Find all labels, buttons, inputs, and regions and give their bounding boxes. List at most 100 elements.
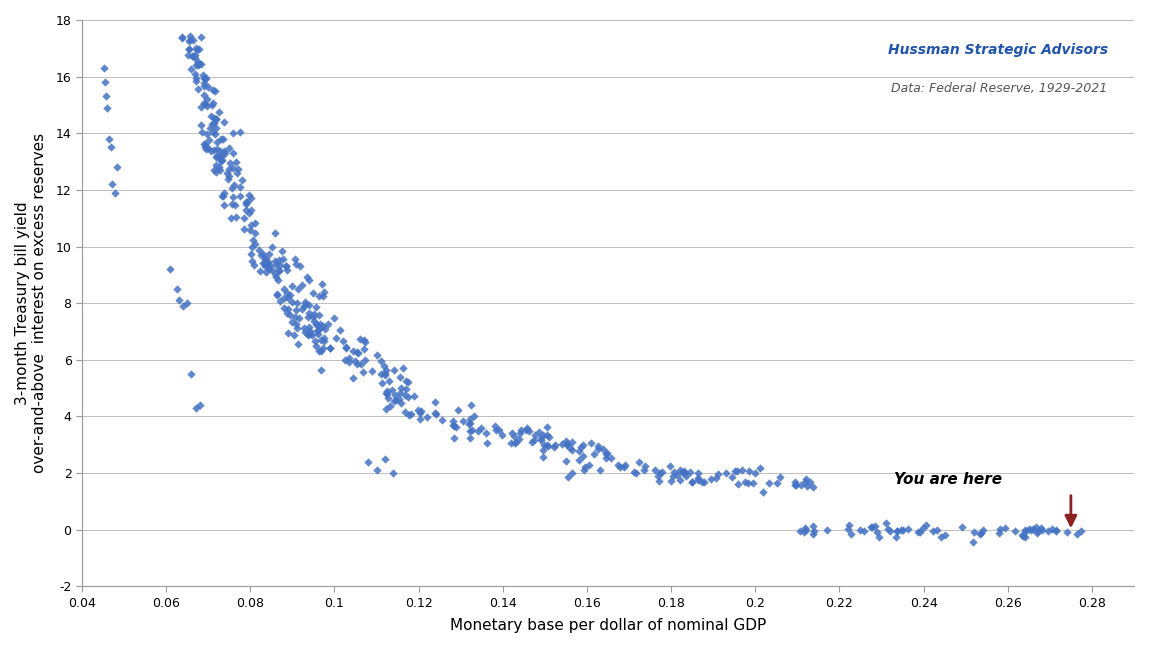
Point [530,427,548,437]
Point [400,410,418,421]
Point [574,465,593,476]
Point [191,400,209,410]
Point [215,200,233,211]
Point [277,260,295,271]
Point [253,249,271,260]
Point [1016,525,1034,535]
Point [224,128,242,138]
Point [445,433,463,443]
Point [241,220,260,231]
Point [376,369,394,380]
Point [209,161,228,172]
Point [327,333,346,343]
Point [368,350,386,360]
Point [271,260,290,270]
Point [355,335,373,345]
Point [376,367,394,378]
Point [532,435,550,445]
Point [378,386,396,397]
Point [392,371,410,382]
Point [862,522,880,532]
Point [581,438,600,448]
Point [464,411,483,421]
Point [572,441,591,452]
Point [392,398,410,408]
Point [199,101,217,111]
Point [314,321,332,331]
Point [315,336,333,347]
Point [307,341,325,351]
Point [287,298,306,308]
Point [795,527,813,537]
Point [445,420,463,430]
Point [277,265,295,275]
Point [352,358,370,369]
Point [646,465,664,476]
Point [213,191,231,201]
Point [602,453,620,463]
Point [1013,531,1032,541]
Point [279,304,298,314]
Point [315,333,333,343]
Point [396,407,415,417]
Point [337,341,355,352]
Point [1017,526,1035,536]
Point [393,363,411,373]
Point [580,459,599,470]
Point [469,426,487,436]
Point [269,265,287,275]
Point [870,532,888,542]
Point [892,525,910,535]
Point [546,440,564,450]
Point [797,481,816,492]
Point [240,191,259,201]
Point [461,418,479,428]
Point [161,264,179,274]
Point [196,144,215,154]
Point [199,82,217,92]
Point [671,474,689,485]
Point [517,425,535,435]
Point [195,74,214,84]
Point [701,474,719,484]
Point [299,312,317,322]
Point [234,224,253,234]
Point [101,142,119,152]
Point [507,437,525,448]
Point [728,466,747,476]
Point [372,369,391,380]
Point [888,526,907,536]
Point [300,300,318,310]
Point [241,226,260,236]
Point [325,313,344,323]
Point [192,59,210,69]
Point [293,304,311,314]
Point [1024,524,1042,535]
Point [210,165,229,176]
Point [221,157,239,168]
Point [385,395,403,406]
Point [596,448,615,459]
Point [195,142,214,152]
Point [299,329,317,340]
Point [723,472,741,482]
Point [355,337,373,347]
Point [380,376,399,386]
Point [200,135,218,145]
Point [98,102,116,113]
Point [358,456,377,467]
Point [936,530,955,540]
Point [249,244,268,255]
Point [363,366,381,376]
Point [287,323,306,334]
Point [211,154,230,165]
Point [195,78,214,88]
Point [533,452,552,462]
Point [840,520,858,530]
Point [402,410,421,420]
Point [786,478,804,488]
Point [246,238,264,249]
Point [168,284,186,294]
Point [216,148,234,159]
Point [913,522,932,533]
